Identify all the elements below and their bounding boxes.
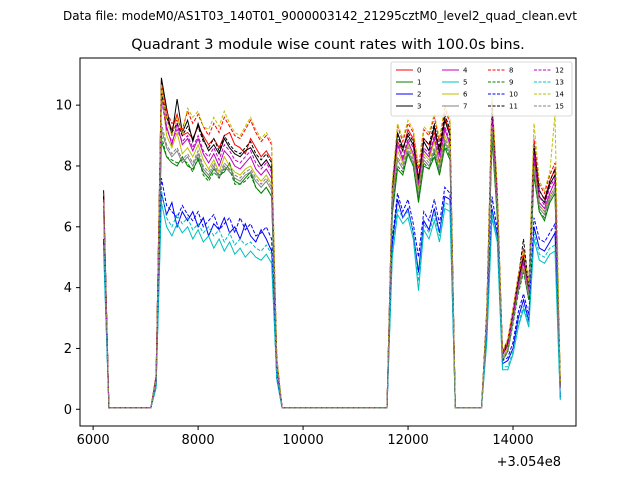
series-line-7 bbox=[103, 129, 561, 409]
x-tick-label: 10000 bbox=[282, 433, 323, 448]
legend-box bbox=[390, 61, 573, 117]
y-tick-label: 10 bbox=[55, 99, 72, 114]
y-tick-label: 4 bbox=[64, 281, 72, 296]
legend-label-12: 12 bbox=[555, 67, 564, 75]
legend-label-0: 0 bbox=[417, 67, 421, 75]
legend-label-7: 7 bbox=[463, 103, 467, 111]
series-line-15 bbox=[103, 123, 561, 409]
legend-label-10: 10 bbox=[509, 91, 518, 99]
legend-label-13: 13 bbox=[555, 79, 564, 87]
series-line-9 bbox=[103, 135, 561, 409]
legend-label-14: 14 bbox=[555, 91, 564, 99]
legend-label-15: 15 bbox=[555, 103, 564, 111]
x-tick-label: 6000 bbox=[77, 433, 110, 448]
legend-label-9: 9 bbox=[509, 79, 513, 87]
series-line-13 bbox=[103, 190, 561, 409]
legend-label-6: 6 bbox=[463, 91, 468, 99]
plot-frame bbox=[79, 57, 577, 427]
legend-label-3: 3 bbox=[417, 103, 421, 111]
legend-label-11: 11 bbox=[509, 103, 518, 111]
y-tick-label: 8 bbox=[64, 159, 72, 174]
chart-title: Quadrant 3 module wise count rates with … bbox=[131, 37, 525, 53]
plot-lines bbox=[103, 77, 561, 409]
y-tick-label: 0 bbox=[64, 403, 72, 418]
y-tick-label: 2 bbox=[64, 342, 72, 357]
x-offset-label: +3.054e8 bbox=[497, 455, 561, 470]
x-tick-label: 12000 bbox=[387, 433, 428, 448]
legend-label-8: 8 bbox=[509, 67, 513, 75]
series-line-1 bbox=[103, 138, 561, 409]
legend-label-1: 1 bbox=[417, 79, 421, 87]
series-line-5 bbox=[103, 202, 561, 409]
legend-label-5: 5 bbox=[463, 79, 467, 87]
x-tick-label: 14000 bbox=[492, 433, 533, 448]
legend-label-2: 2 bbox=[417, 91, 421, 99]
y-tick-label: 6 bbox=[64, 220, 72, 235]
x-tick-label: 8000 bbox=[182, 433, 215, 448]
legend-label-4: 4 bbox=[463, 67, 468, 75]
chart-suptitle: Data file: modeM0/AS1T03_140T01_90000031… bbox=[63, 9, 577, 23]
